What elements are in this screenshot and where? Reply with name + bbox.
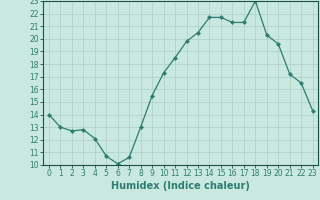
- X-axis label: Humidex (Indice chaleur): Humidex (Indice chaleur): [111, 181, 250, 191]
